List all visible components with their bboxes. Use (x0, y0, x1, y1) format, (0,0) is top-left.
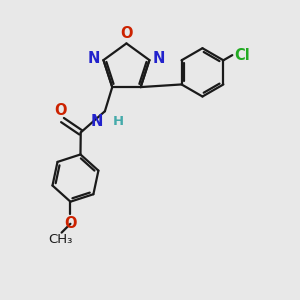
Text: O: O (54, 103, 66, 118)
Text: Cl: Cl (234, 48, 250, 63)
Text: CH₃: CH₃ (48, 233, 72, 247)
Text: H: H (112, 115, 123, 128)
Text: N: N (153, 51, 165, 66)
Text: N: N (91, 114, 103, 129)
Text: O: O (120, 26, 133, 41)
Text: O: O (64, 216, 77, 231)
Text: N: N (88, 51, 100, 66)
